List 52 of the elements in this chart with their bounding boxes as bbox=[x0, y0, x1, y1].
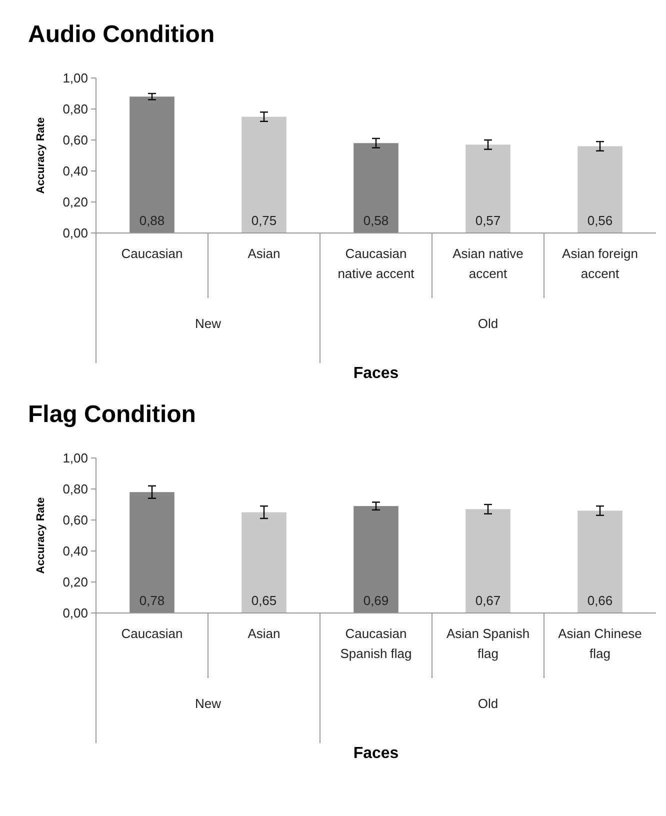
text: New bbox=[194, 696, 222, 711]
x-tick-label: Asian bbox=[248, 246, 280, 261]
bar bbox=[242, 116, 286, 233]
y-tick-label: 0,20 bbox=[62, 574, 88, 590]
y-tick-label: 0,20 bbox=[62, 194, 88, 210]
x-tick-label: Asian native accent bbox=[452, 246, 524, 281]
x-tick-label: Caucasian bbox=[121, 626, 183, 641]
data-label: 0,65 bbox=[251, 593, 277, 608]
y-tick-label: 1,00 bbox=[62, 70, 88, 86]
y-axis-title: Accuracy Rate bbox=[35, 497, 47, 574]
bar bbox=[578, 146, 622, 233]
y-tick-label: 0,80 bbox=[62, 482, 88, 496]
y-axis-title: Accuracy Rate bbox=[35, 117, 47, 194]
x-tick-label: Caucasian native accent bbox=[338, 246, 415, 281]
data-label: 0,56 bbox=[587, 213, 613, 228]
x-tick-label: Asian bbox=[248, 626, 280, 641]
y-tick-label: 0,40 bbox=[62, 544, 88, 558]
x-tick-label: Asian foreign accent bbox=[562, 246, 638, 281]
bar bbox=[466, 144, 510, 233]
y-tick-label: 0,60 bbox=[62, 512, 88, 528]
x-axis-title: Faces bbox=[353, 745, 399, 762]
y-tick-label: 0,60 bbox=[62, 132, 88, 148]
bar bbox=[466, 509, 510, 613]
x-tick-label: Caucasian Spanish flag bbox=[340, 626, 412, 661]
bar bbox=[130, 96, 174, 233]
bar bbox=[578, 510, 622, 613]
x-tick-label: Caucasian bbox=[121, 246, 183, 261]
x-tick-label: Asian Chinese flag bbox=[558, 626, 642, 661]
y-tick-label: 0,40 bbox=[62, 164, 88, 178]
y-tick-label: 0,00 bbox=[62, 606, 88, 620]
chart-title: Audio Condition bbox=[28, 21, 215, 48]
text: New bbox=[194, 316, 222, 331]
data-label: 0,78 bbox=[139, 593, 165, 608]
text: Old bbox=[478, 696, 498, 711]
data-label: 0,57 bbox=[475, 213, 501, 228]
data-label: 0,67 bbox=[475, 593, 501, 608]
y-tick-label: 0,80 bbox=[62, 102, 88, 116]
y-tick-label: 1,00 bbox=[62, 450, 88, 466]
bar bbox=[130, 492, 174, 613]
bar bbox=[242, 512, 286, 613]
bar bbox=[354, 506, 398, 613]
data-label: 0,75 bbox=[251, 213, 277, 228]
data-label: 0,88 bbox=[139, 213, 165, 228]
data-label: 0,66 bbox=[587, 593, 613, 608]
data-label: 0,69 bbox=[363, 593, 389, 608]
chart-title: Flag Condition bbox=[28, 401, 196, 428]
text: Old bbox=[478, 316, 498, 331]
x-tick-label: Asian Spanish flag bbox=[446, 626, 530, 661]
x-axis-title: Faces bbox=[353, 365, 399, 382]
bar bbox=[354, 143, 398, 233]
data-label: 0,58 bbox=[363, 213, 389, 228]
y-tick-label: 0,00 bbox=[62, 226, 88, 240]
